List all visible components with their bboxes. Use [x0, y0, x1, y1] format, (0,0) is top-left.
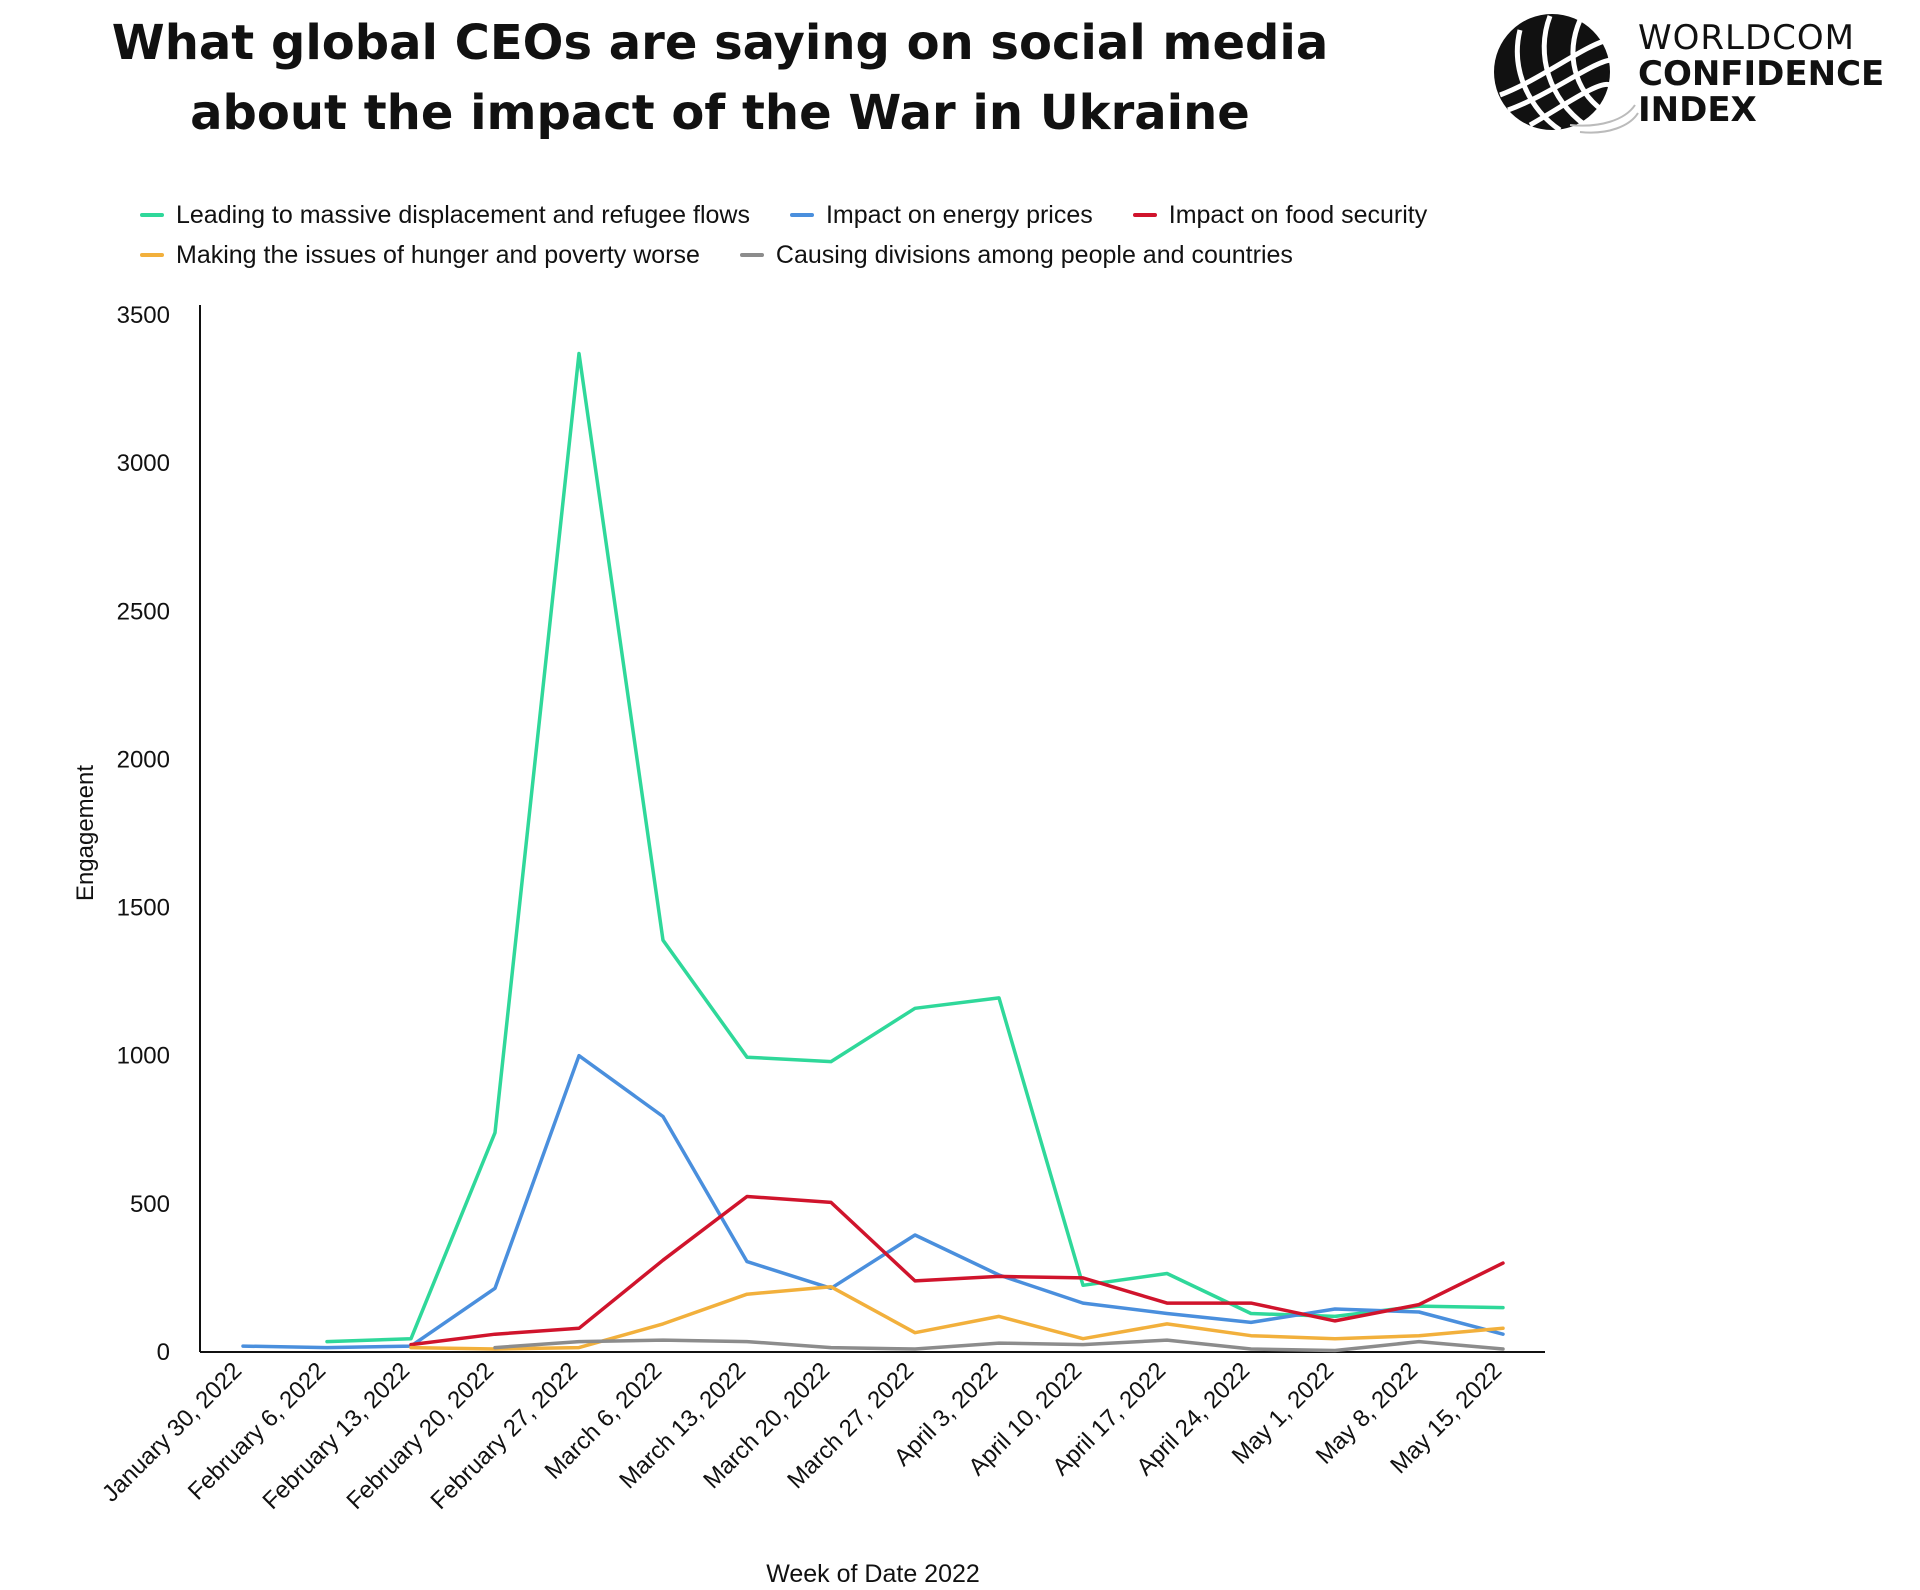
series-line-2: [241, 1053, 1505, 1350]
legend-item-hunger: Making the issues of hunger and poverty …: [140, 241, 700, 270]
legend-swatch-energy: [789, 213, 814, 217]
y-tick-label: 0: [157, 1339, 170, 1366]
y-tick-label: 1000: [117, 1043, 170, 1070]
y-tick-label: 3000: [117, 450, 170, 477]
chart-legend: Leading to massive displacement and refu…: [140, 195, 1540, 275]
x-tick-label: February 27, 2022: [425, 1357, 583, 1515]
legend-label-hunger: Making the issues of hunger and poverty …: [176, 240, 700, 269]
legend-item-divisions: Causing divisions among people and count…: [739, 240, 1293, 270]
series-line-4: [409, 1285, 1505, 1351]
legend-swatch-hunger: [140, 253, 164, 257]
worldcom-logo: WORLDCOM CONFIDENCE INDEX: [1490, 10, 1900, 140]
y-tick-label: 500: [130, 1191, 170, 1218]
globe-icon: [1494, 14, 1639, 134]
y-tick-label: 1500: [117, 895, 170, 922]
y-axis-title: Engagement: [72, 765, 99, 901]
legend-label-food: Impact on food security: [1168, 200, 1428, 229]
y-tick-label: 2500: [117, 598, 170, 625]
series-line-5: [493, 1338, 1505, 1353]
legend-label-energy: Impact on energy prices: [825, 200, 1093, 229]
legend-label-divisions: Causing divisions among people and count…: [775, 240, 1293, 269]
legend-swatch-food: [1132, 213, 1157, 217]
x-tick-label: January 30, 2022: [97, 1357, 247, 1507]
chart-title-line1: What global CEOs are saying on social me…: [111, 15, 1329, 71]
logo-line-index: INDEX: [1638, 90, 1757, 130]
logo-wordmark: WORLDCOM CONFIDENCE INDEX: [1638, 20, 1884, 128]
legend-label-displacement: Leading to massive displacement and refu…: [176, 200, 750, 229]
series-line-1: [325, 351, 1505, 1344]
chart-title: What global CEOs are saying on social me…: [60, 8, 1380, 148]
logo-line-confidence: CONFIDENCE: [1638, 54, 1885, 94]
legend-item-displacement: Leading to massive displacement and refu…: [140, 201, 750, 230]
x-tick-label: February 13, 2022: [257, 1357, 415, 1515]
logo-line-worldcom: WORLDCOM: [1638, 18, 1855, 58]
legend-row-2: Making the issues of hunger and poverty …: [140, 235, 1540, 275]
chart-title-line2: about the impact of the War in Ukraine: [190, 85, 1250, 141]
legend-swatch-divisions: [739, 253, 764, 257]
y-tick-label: 3500: [117, 302, 170, 329]
legend-item-food: Impact on food security: [1132, 200, 1428, 230]
series-line-3: [409, 1194, 1505, 1347]
legend-swatch-displacement: [140, 213, 164, 217]
y-tick-label: 2000: [117, 746, 170, 773]
legend-item-energy: Impact on energy prices: [789, 200, 1093, 230]
legend-row-1: Leading to massive displacement and refu…: [140, 195, 1540, 235]
x-tick-label: February 20, 2022: [341, 1357, 499, 1515]
x-axis-title: Week of Date 2022: [766, 1560, 980, 1588]
